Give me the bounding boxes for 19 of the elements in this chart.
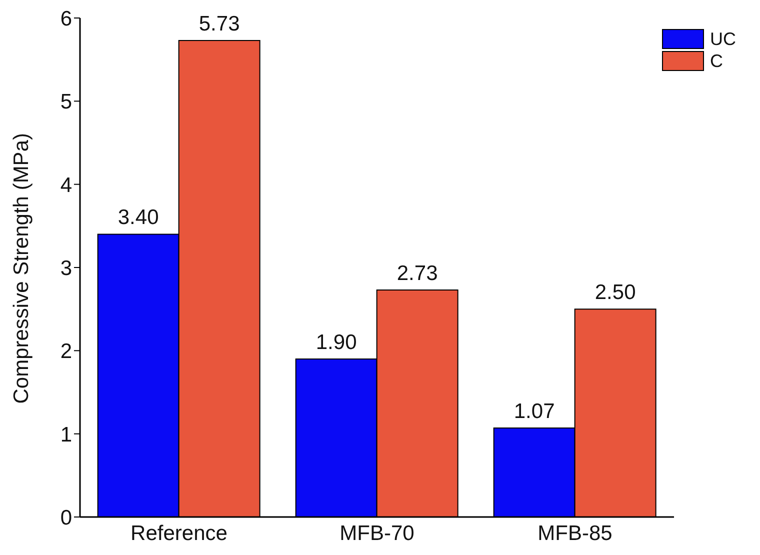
x-tick-label: MFB-70 xyxy=(340,522,414,545)
y-tick-label: 6 xyxy=(60,7,72,30)
y-tick-label: 0 xyxy=(60,506,72,530)
y-tick-label: 3 xyxy=(60,256,72,280)
legend-label: UC xyxy=(710,28,736,50)
x-tick-label: Reference xyxy=(130,522,228,545)
data-label: 2.50 xyxy=(594,281,636,304)
legend-label: C xyxy=(710,50,723,72)
y-tick-label: 1 xyxy=(60,423,72,446)
data-label: 5.73 xyxy=(198,12,240,36)
y-axis-title: Compressive Strength (MPa) xyxy=(9,132,34,404)
x-tick-label: MFB-85 xyxy=(538,522,612,545)
data-label: 1.07 xyxy=(514,400,555,424)
data-label: 3.40 xyxy=(118,206,159,230)
data-label: 1.90 xyxy=(316,330,357,354)
y-tick-label: 2 xyxy=(60,340,72,364)
data-label: 2.73 xyxy=(396,262,438,285)
y-tick-label: 5 xyxy=(60,90,72,114)
y-tick-label: 4 xyxy=(60,174,72,197)
